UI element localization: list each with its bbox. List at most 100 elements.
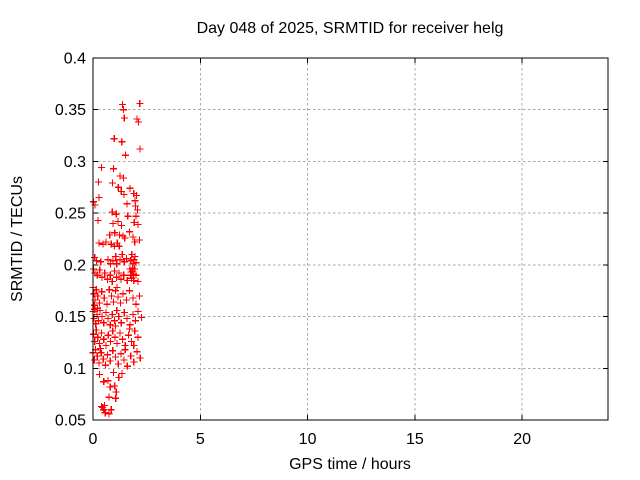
data-point xyxy=(130,256,138,264)
y-tick-label: 0.35 xyxy=(55,102,86,119)
data-point xyxy=(104,351,112,359)
data-point xyxy=(128,337,136,345)
x-tick-label: 10 xyxy=(299,431,317,448)
data-point xyxy=(109,165,117,173)
data-point xyxy=(94,333,102,341)
gridlines xyxy=(93,58,608,420)
data-point xyxy=(98,313,106,321)
data-point xyxy=(98,164,106,172)
data-point xyxy=(134,277,142,285)
data-point xyxy=(117,319,125,327)
data-point xyxy=(131,238,139,246)
data-point xyxy=(105,286,113,294)
data-point xyxy=(131,202,139,210)
data-point xyxy=(112,322,120,330)
data-point xyxy=(102,308,110,316)
data-point xyxy=(95,370,103,378)
data-point xyxy=(123,276,131,284)
data-point xyxy=(136,100,144,108)
data-point xyxy=(93,271,101,279)
data-point xyxy=(95,359,103,367)
data-point xyxy=(111,229,119,237)
data-point xyxy=(100,294,108,302)
data-point xyxy=(100,378,108,386)
data-point xyxy=(113,260,121,268)
data-point xyxy=(116,299,124,307)
data-point xyxy=(95,239,103,247)
data-point xyxy=(95,194,103,202)
data-point xyxy=(94,292,102,300)
data-point xyxy=(94,317,102,325)
data-point xyxy=(114,360,122,368)
data-point xyxy=(90,198,98,206)
data-point xyxy=(125,331,133,339)
data-point xyxy=(95,339,103,347)
tick-marks xyxy=(92,57,608,421)
data-point xyxy=(110,317,118,325)
data-point xyxy=(129,311,137,319)
data-point xyxy=(95,299,103,307)
data-point xyxy=(104,377,112,385)
data-point xyxy=(110,135,118,143)
data-point xyxy=(136,354,144,362)
data-point xyxy=(113,273,121,281)
data-point xyxy=(133,206,141,214)
data-point xyxy=(119,174,127,182)
data-point xyxy=(112,210,120,218)
data-point xyxy=(97,258,105,266)
data-point xyxy=(112,253,120,261)
data-point xyxy=(109,219,117,227)
data-point xyxy=(134,307,142,315)
data-point xyxy=(112,388,120,396)
data-point xyxy=(116,256,124,264)
data-point xyxy=(125,325,133,333)
data-point xyxy=(106,321,114,329)
data-point xyxy=(108,208,116,216)
data-point xyxy=(91,254,99,262)
y-tick-label: 0.15 xyxy=(55,309,86,326)
x-tick-label: 0 xyxy=(89,431,98,448)
x-axis-label: GPS time / hours xyxy=(289,456,411,473)
data-point xyxy=(121,346,129,354)
data-point xyxy=(98,329,106,337)
data-point xyxy=(133,348,141,356)
data-point xyxy=(120,356,128,364)
data-point xyxy=(96,345,104,353)
data-point xyxy=(114,293,122,301)
data-point xyxy=(101,409,109,417)
data-point xyxy=(128,251,136,259)
data-point xyxy=(125,287,133,295)
data-point xyxy=(92,286,100,294)
y-tick-label: 0.2 xyxy=(64,257,86,274)
x-tick-label: 20 xyxy=(513,431,531,448)
data-point xyxy=(94,304,102,312)
x-tick-label: 5 xyxy=(196,431,205,448)
x-tick-label: 15 xyxy=(406,431,424,448)
data-point xyxy=(134,221,142,229)
y-tick-label: 0.25 xyxy=(55,206,86,223)
data-point xyxy=(105,393,113,401)
data-point xyxy=(120,191,128,199)
data-point xyxy=(113,306,121,314)
data-point xyxy=(112,353,120,361)
data-point xyxy=(96,266,104,274)
data-point xyxy=(122,151,130,159)
data-point xyxy=(106,231,114,239)
data-point xyxy=(130,189,138,197)
data-point xyxy=(127,271,135,279)
data-point xyxy=(101,361,109,369)
data-point xyxy=(92,326,100,334)
data-point xyxy=(112,394,120,402)
data-point xyxy=(106,383,114,391)
data-point xyxy=(115,269,123,277)
data-point xyxy=(115,374,123,382)
data-point xyxy=(123,362,131,370)
data-point xyxy=(117,350,125,358)
data-point xyxy=(103,300,111,308)
data-point xyxy=(100,319,108,327)
data-point xyxy=(119,290,127,298)
data-point xyxy=(109,298,117,306)
data-point xyxy=(114,217,122,225)
data-point xyxy=(123,200,131,208)
data-point xyxy=(131,317,139,325)
